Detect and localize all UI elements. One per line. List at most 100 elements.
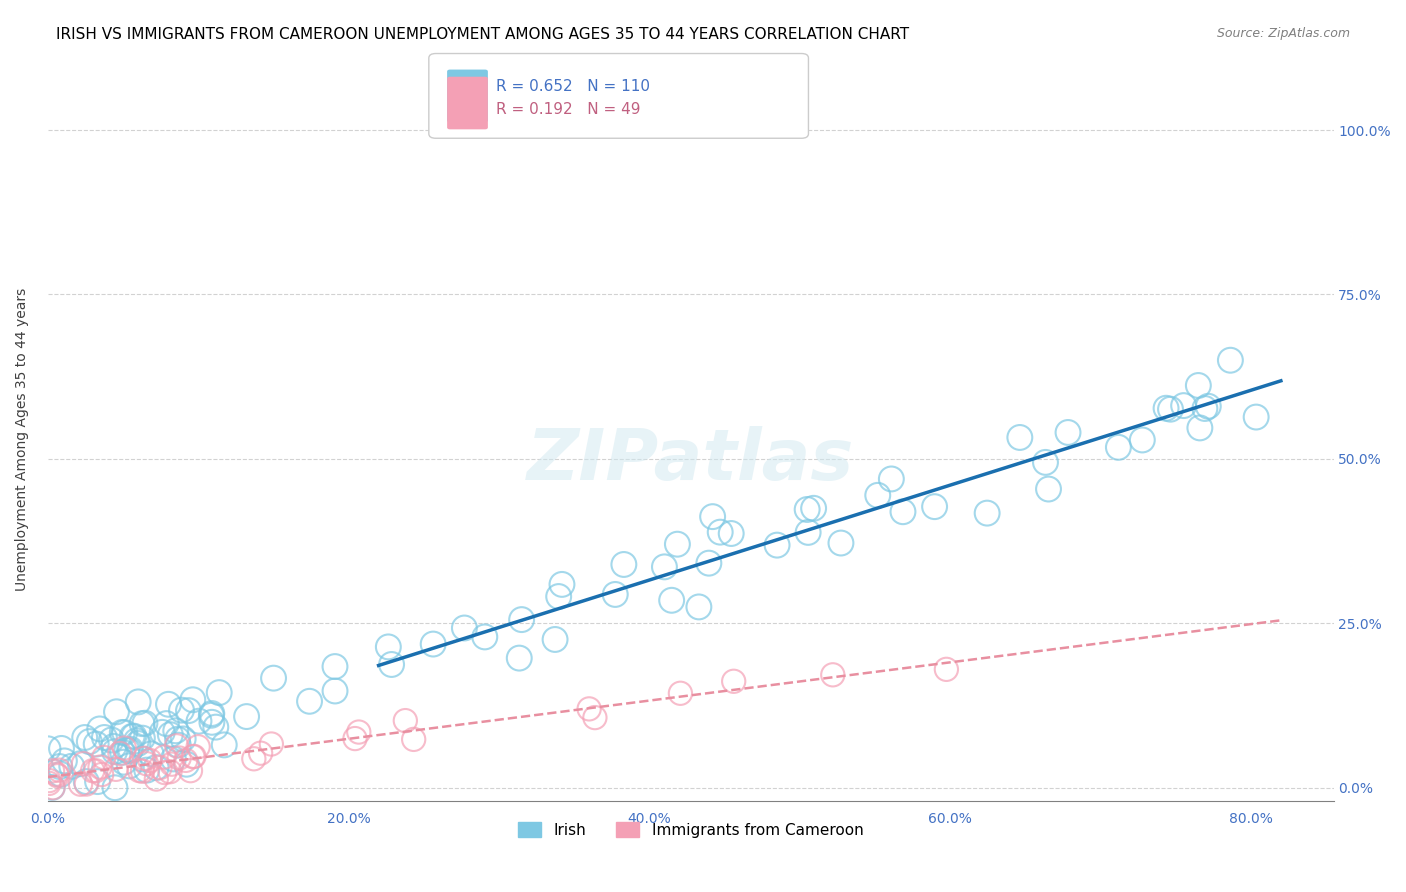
Point — [208, 685, 231, 699]
Point — [201, 706, 224, 721]
Point — [145, 761, 167, 775]
Point — [181, 749, 204, 764]
Point — [134, 716, 156, 731]
Point — [1008, 430, 1031, 444]
Point — [100, 733, 122, 747]
Point — [69, 777, 91, 791]
Point — [167, 738, 190, 752]
Point — [766, 538, 789, 552]
Point — [118, 744, 141, 758]
Point — [323, 659, 346, 673]
Point — [204, 720, 226, 734]
Text: R = 0.192   N = 49: R = 0.192 N = 49 — [496, 103, 641, 117]
Point — [69, 756, 91, 771]
Point — [84, 764, 107, 778]
Point — [402, 732, 425, 747]
Point — [891, 505, 914, 519]
Point — [121, 730, 143, 744]
Point — [104, 780, 127, 795]
Point — [155, 716, 177, 731]
Point — [111, 745, 134, 759]
Point — [60, 759, 83, 773]
Point — [422, 637, 444, 651]
Point — [347, 725, 370, 739]
Point — [796, 502, 818, 516]
Point — [135, 756, 157, 771]
Point — [551, 577, 574, 591]
Point — [821, 668, 844, 682]
Point — [866, 488, 889, 502]
Point — [702, 509, 724, 524]
Point — [243, 752, 266, 766]
Point — [1107, 440, 1129, 454]
Point — [797, 525, 820, 540]
Text: Source: ZipAtlas.com: Source: ZipAtlas.com — [1216, 27, 1350, 40]
Point — [249, 746, 271, 760]
Point — [260, 737, 283, 751]
Point — [181, 692, 204, 706]
Point — [166, 732, 188, 747]
Point — [134, 751, 156, 765]
Point — [82, 764, 104, 778]
Point — [661, 593, 683, 607]
Point — [1035, 455, 1057, 469]
Point — [1187, 378, 1209, 392]
Point — [165, 723, 187, 738]
Point — [508, 651, 530, 665]
Point — [688, 599, 710, 614]
Point — [1194, 401, 1216, 416]
Point — [1173, 399, 1195, 413]
Point — [343, 731, 366, 746]
Point — [135, 763, 157, 777]
Point — [583, 710, 606, 724]
Point — [38, 773, 60, 788]
Point — [84, 737, 107, 751]
Point — [166, 739, 188, 753]
Point — [46, 769, 69, 783]
Point — [188, 714, 211, 729]
Point — [1219, 353, 1241, 368]
Point — [159, 728, 181, 742]
Point — [112, 755, 135, 769]
Point — [150, 725, 173, 739]
Point — [153, 750, 176, 764]
Point — [153, 765, 176, 780]
Point — [131, 764, 153, 779]
Point — [139, 747, 162, 761]
Point — [720, 526, 742, 541]
Point — [125, 734, 148, 748]
Point — [131, 716, 153, 731]
Point — [474, 630, 496, 644]
Point — [41, 780, 63, 795]
Point — [51, 741, 73, 756]
Point — [669, 686, 692, 700]
Point — [174, 753, 197, 767]
Point — [613, 558, 636, 572]
Point — [115, 743, 138, 757]
Point — [79, 734, 101, 748]
Point — [1057, 425, 1080, 440]
Point — [149, 760, 172, 774]
Point — [170, 703, 193, 717]
Point — [803, 501, 825, 516]
Point — [45, 767, 67, 781]
Point — [103, 745, 125, 759]
Point — [37, 742, 59, 756]
Point — [157, 698, 180, 712]
Point — [935, 662, 957, 676]
Point — [394, 714, 416, 728]
Text: R = 0.652   N = 110: R = 0.652 N = 110 — [496, 79, 651, 94]
Point — [145, 772, 167, 786]
Point — [187, 739, 209, 754]
Point — [75, 774, 97, 789]
Point — [830, 536, 852, 550]
Point — [176, 757, 198, 772]
Point — [654, 559, 676, 574]
Point — [127, 695, 149, 709]
Point — [578, 702, 600, 716]
Point — [1197, 399, 1219, 413]
Point — [605, 587, 627, 601]
Point — [73, 731, 96, 745]
Point — [105, 705, 128, 719]
Point — [172, 731, 194, 746]
